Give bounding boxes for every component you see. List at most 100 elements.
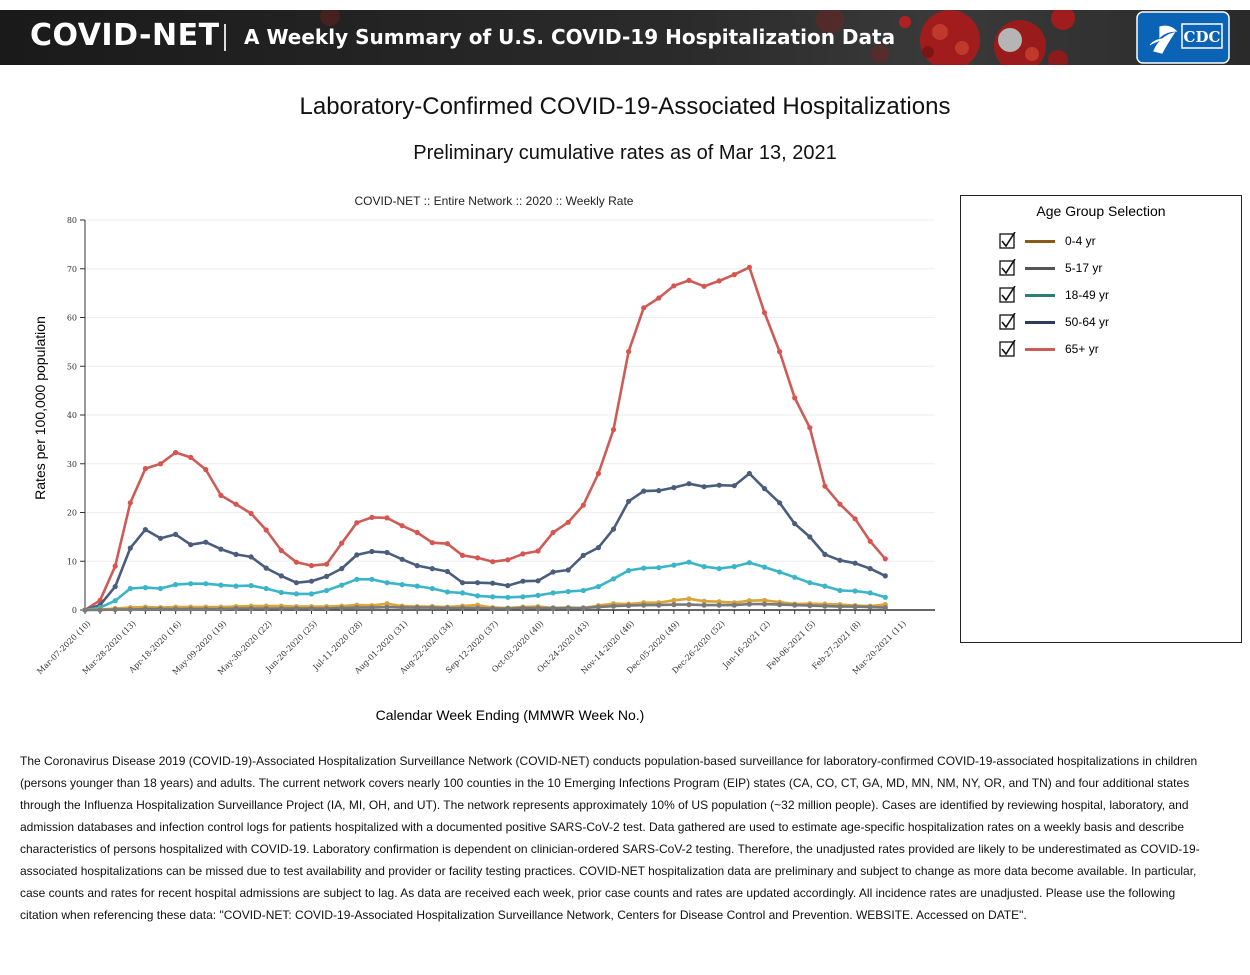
data-point: [369, 576, 375, 582]
data-point: [218, 582, 224, 588]
x-tick-label: Jan-16-2021 (2): [720, 619, 772, 671]
data-point: [444, 541, 450, 547]
y-tick-label: 50: [67, 362, 77, 371]
header-divider: [224, 24, 226, 51]
data-point: [459, 552, 466, 559]
data-point: [339, 605, 345, 611]
data-point: [293, 591, 299, 597]
data-point: [414, 605, 420, 611]
data-point: [324, 573, 330, 580]
data-point: [384, 580, 390, 586]
data-point: [248, 554, 254, 560]
data-point: [746, 560, 753, 566]
data-point: [882, 556, 888, 562]
data-point: [535, 592, 541, 599]
checkbox-icon[interactable]: [999, 232, 1017, 250]
data-point: [610, 427, 617, 433]
data-point: [188, 542, 194, 548]
data-point: [731, 483, 737, 489]
data-point: [354, 520, 360, 526]
checkbox-icon[interactable]: [999, 286, 1017, 304]
data-point: [641, 565, 647, 571]
data-point: [384, 549, 390, 556]
data-point: [399, 605, 405, 611]
legend-label: 0-4 yr: [1065, 234, 1096, 248]
data-point: [641, 305, 647, 311]
data-point: [535, 548, 541, 554]
data-point: [490, 605, 496, 612]
legend-label: 50-64 yr: [1065, 315, 1110, 329]
data-point: [112, 598, 118, 604]
data-point: [429, 585, 435, 592]
legend-swatch: [1025, 321, 1055, 324]
data-point: [173, 449, 179, 456]
data-point: [142, 466, 148, 472]
data-point: [671, 597, 677, 603]
data-point: [324, 605, 330, 612]
data-point: [837, 501, 843, 507]
data-point: [852, 604, 858, 610]
checkbox-icon[interactable]: [999, 259, 1017, 277]
data-point: [580, 552, 586, 559]
data-point: [308, 591, 315, 597]
legend-label: 18-49 yr: [1065, 288, 1110, 302]
data-point: [173, 531, 179, 538]
data-point: [248, 510, 254, 517]
data-point: [429, 540, 435, 546]
data-point: [565, 605, 571, 611]
x-tick-label: Feb-06-2021 (5): [765, 619, 817, 671]
data-point: [777, 602, 783, 608]
data-point: [233, 501, 239, 507]
legend-swatch: [1025, 348, 1055, 351]
data-point: [852, 588, 858, 594]
data-point: [595, 584, 602, 590]
data-point: [595, 470, 602, 477]
data-point: [127, 606, 133, 613]
data-series: [82, 264, 888, 613]
legend-swatch: [1025, 267, 1055, 270]
x-axis-label: Calendar Week Ending (MMWR Week No.): [376, 707, 645, 723]
hospitalization-rate-chart: COVID-NET :: Entire Network :: 2020 :: W…: [32, 194, 935, 723]
data-point: [626, 349, 632, 355]
legend-title: Age Group Selection: [1036, 203, 1166, 219]
data-point: [641, 602, 647, 608]
data-point: [822, 551, 828, 558]
checkbox-icon[interactable]: [999, 340, 1017, 358]
data-point: [203, 606, 209, 612]
data-point: [777, 349, 783, 355]
data-point: [777, 500, 783, 506]
data-point: [671, 562, 677, 568]
data-point: [580, 502, 586, 508]
cdc-logo[interactable]: CDC: [1136, 11, 1230, 64]
header-banner: COVID-NET A Weekly Summary of U.S. COVID…: [0, 10, 1250, 65]
data-point: [384, 515, 390, 521]
data-point: [263, 565, 269, 571]
data-point: [610, 576, 617, 582]
data-point: [852, 516, 858, 522]
data-point: [263, 585, 269, 592]
data-point: [203, 539, 209, 545]
data-point: [701, 598, 707, 604]
data-point: [595, 604, 602, 610]
data-point: [701, 564, 707, 570]
data-point: [399, 523, 405, 529]
data-point: [610, 526, 617, 532]
checkbox-icon[interactable]: [999, 313, 1017, 331]
data-point: [369, 514, 375, 521]
data-point: [686, 277, 692, 283]
data-point: [142, 527, 148, 533]
data-point: [490, 580, 496, 586]
data-point: [339, 540, 345, 546]
data-point: [142, 585, 148, 591]
data-point: [867, 604, 873, 610]
data-point: [882, 605, 888, 611]
data-point: [142, 606, 148, 612]
data-point: [218, 606, 224, 612]
data-point: [761, 601, 768, 607]
data-point: [308, 605, 315, 612]
page-title: Laboratory-Confirmed COVID-19-Associated…: [299, 93, 951, 120]
data-point: [263, 605, 269, 612]
data-point: [127, 545, 133, 551]
data-point: [188, 581, 194, 587]
data-point: [475, 593, 481, 599]
